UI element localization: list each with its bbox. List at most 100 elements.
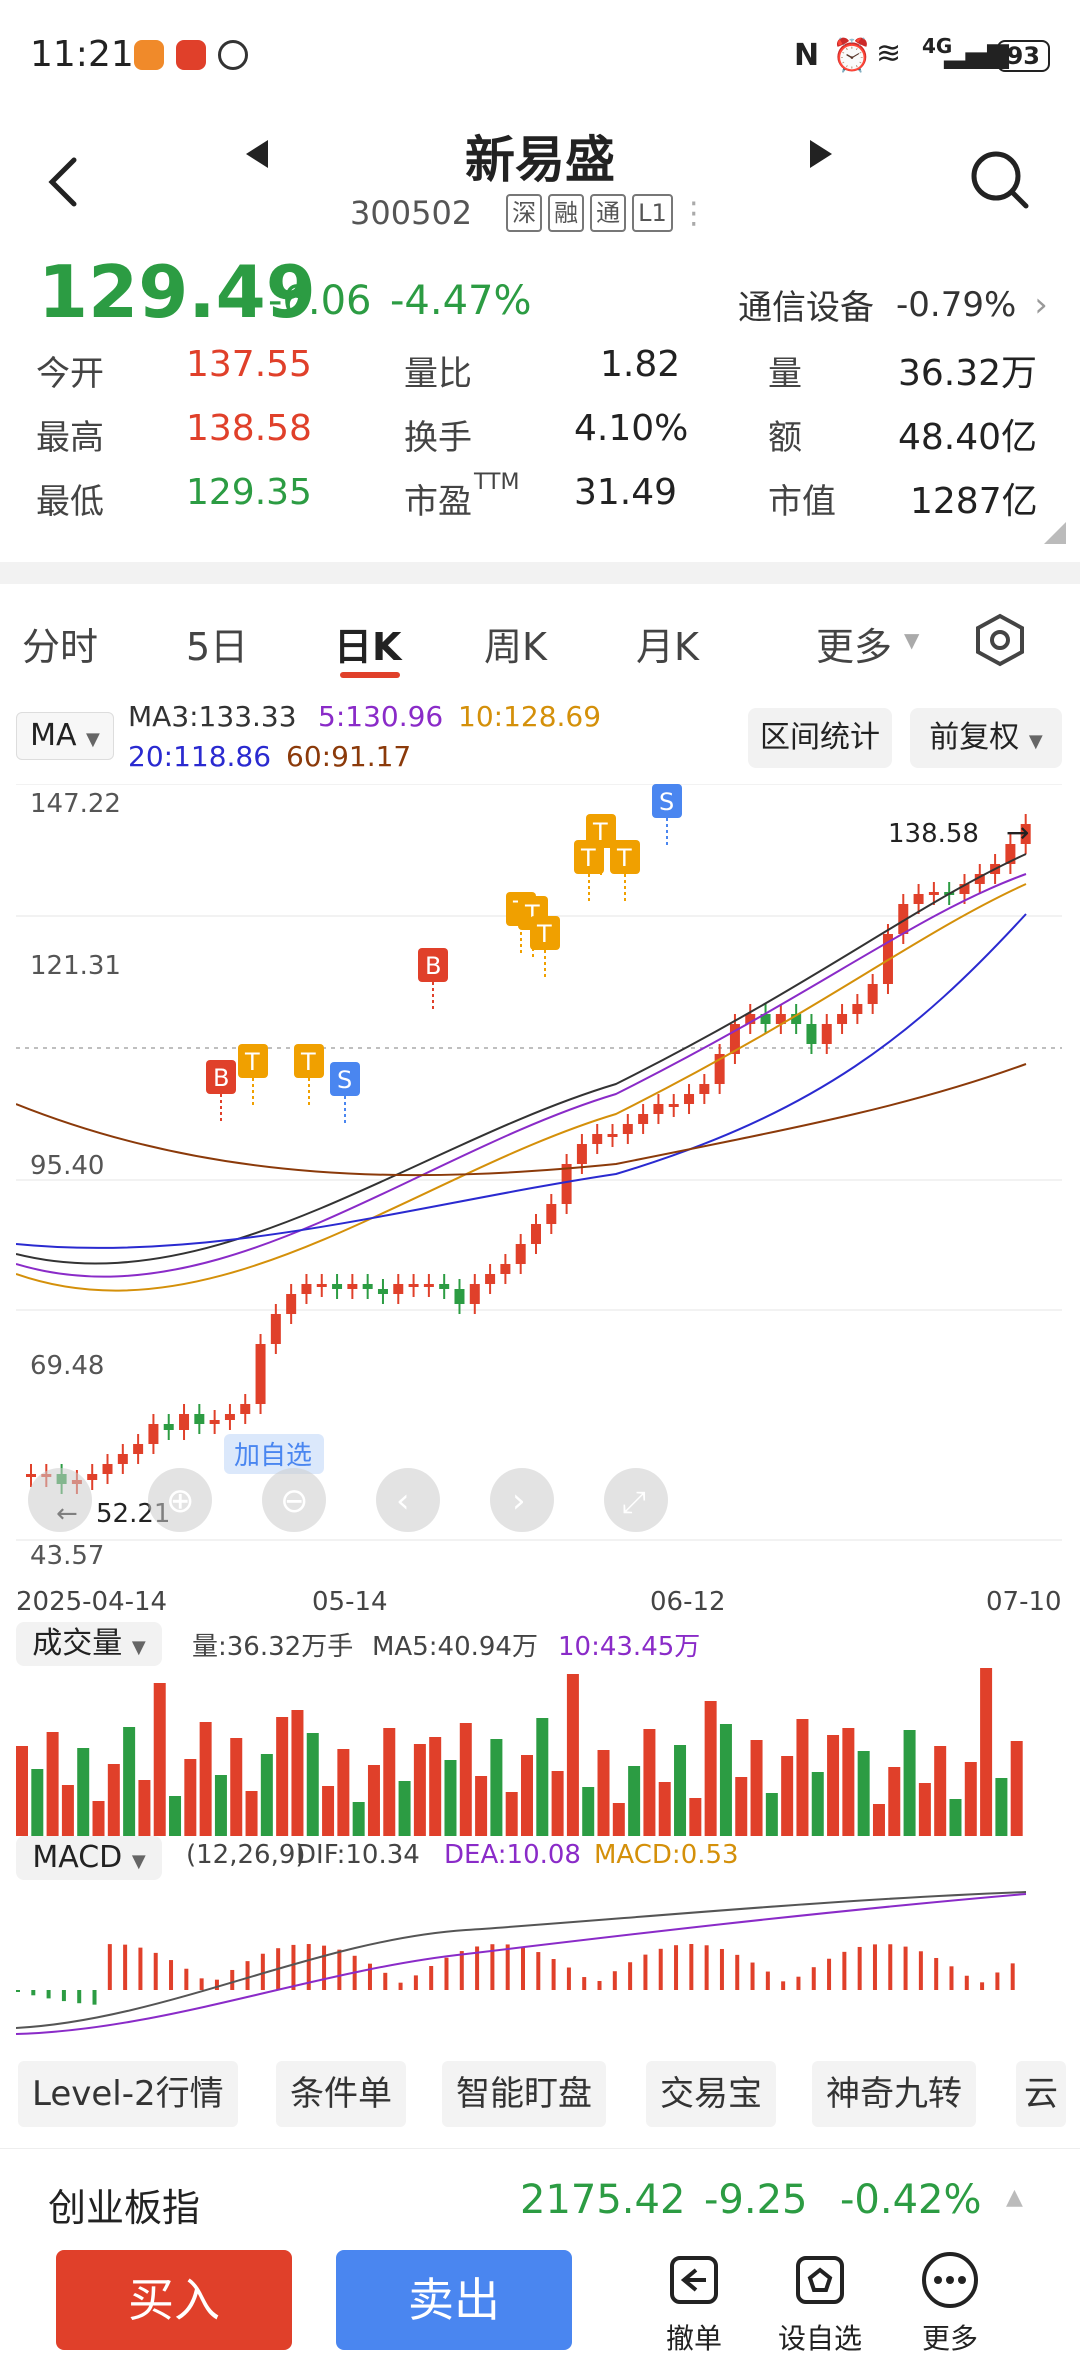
sell-button[interactable]: 卖出 [336, 2250, 572, 2350]
ma-selector[interactable]: MA ▼ [16, 712, 114, 760]
more-button[interactable]: 更多 [900, 2250, 1000, 2357]
candle [87, 1474, 98, 1480]
tab-5day[interactable]: 5日 [186, 625, 249, 669]
chip-cloud[interactable]: 云 [1016, 2061, 1066, 2127]
y-label-3: 95.40 [30, 1151, 104, 1181]
adjust-button[interactable]: 前复权 ▼ [910, 708, 1062, 768]
ma5-value: 5:130.96 [318, 700, 444, 733]
macd-bar [903, 1946, 908, 1990]
volume-bar [123, 1727, 136, 1836]
amount-value: 48.40亿 [898, 417, 1038, 458]
candle [622, 1124, 633, 1134]
candle [699, 1084, 710, 1094]
revoke-button[interactable]: 撤单 [644, 2250, 744, 2357]
macd-bar [153, 1952, 158, 1990]
next-stock-icon[interactable] [808, 138, 834, 170]
tag-level: L1 [632, 194, 673, 232]
candle [806, 1024, 817, 1044]
fullscreen-glyph: ⤢ [622, 1485, 646, 1520]
macd-bar [337, 1949, 342, 1990]
volume-bar [658, 1782, 671, 1836]
candle [791, 1014, 802, 1024]
tab-more[interactable]: 更多 [816, 625, 893, 669]
ma60-value: 60:91.17 [286, 740, 412, 773]
x-label-2: 05-14 [312, 1587, 388, 1617]
signal-label: T [592, 818, 608, 846]
pan-right-icon[interactable] [490, 1468, 554, 1532]
back-icon[interactable] [44, 152, 84, 212]
macd-bar [811, 1967, 816, 1990]
volume-bar [1010, 1741, 1023, 1836]
industry-link[interactable]: 通信设备 -0.79% › [738, 280, 1048, 329]
volume-bar [842, 1728, 855, 1836]
volume-bar [719, 1724, 732, 1836]
candle [469, 1284, 480, 1304]
adjust-label: 前复权 [929, 720, 1020, 755]
expand-corner-icon[interactable] [1044, 522, 1066, 544]
volume-bar [536, 1718, 549, 1836]
volume-bar [934, 1746, 947, 1836]
macd-bar [566, 1967, 571, 1990]
zoom-in-icon[interactable] [148, 1468, 212, 1532]
search-icon[interactable] [968, 148, 1032, 212]
high-arrow-icon: → [1006, 816, 1029, 849]
tab-intraday[interactable]: 分时 [22, 625, 99, 669]
volume-bar [582, 1787, 595, 1836]
tab-monthly-k[interactable]: 月K [636, 625, 699, 669]
volume-bar [16, 1746, 28, 1836]
index-bar[interactable]: 创业板指 2175.42 -9.25 -0.42% ▲ [0, 2148, 1080, 2249]
chip-level2[interactable]: Level-2行情 [18, 2061, 238, 2127]
settings-hex-icon[interactable] [972, 612, 1028, 668]
candle [485, 1274, 496, 1284]
macd-bar [16, 1990, 20, 1992]
add-watch-badge[interactable] [224, 1434, 324, 1474]
ma3-value: MA3:133.33 [128, 700, 297, 733]
zoom-out-icon[interactable] [262, 1468, 326, 1532]
macd-selector[interactable]: MACD ▼ [16, 1836, 162, 1880]
ma60-line [16, 1063, 1027, 1177]
volume-bar [903, 1730, 916, 1836]
volume-bar [980, 1668, 993, 1836]
more-dots-icon[interactable]: ⋮ [678, 195, 709, 231]
volume-selector[interactable]: 成交量 ▼ [16, 1622, 162, 1666]
macd-dif: DIF:10.34 [296, 1840, 420, 1870]
zoom-fit-icon[interactable] [28, 1468, 92, 1532]
chip-condition-order[interactable]: 条件单 [276, 2061, 406, 2127]
add-watch-icon [796, 2256, 844, 2304]
macd-bars [16, 1944, 1015, 2005]
macd-bar [628, 1962, 633, 1990]
candle [102, 1464, 113, 1474]
interval-stats-button[interactable]: 区间统计 [748, 708, 892, 768]
buy-button[interactable]: 买入 [56, 2250, 292, 2350]
macd-bar [260, 1953, 265, 1990]
add-watch-button[interactable]: 设自选 [770, 2250, 870, 2357]
alarm-icon: ⏰ [832, 36, 872, 74]
chip-trade-treasure[interactable]: 交易宝 [646, 2061, 776, 2127]
last-price: 129.49 [38, 250, 316, 334]
volume-bar [628, 1766, 641, 1836]
volume-bar [260, 1754, 273, 1836]
prev-stock-icon[interactable] [244, 138, 270, 170]
pan-left-icon[interactable] [376, 1468, 440, 1532]
tab-daily-k[interactable]: 日K [334, 625, 402, 669]
tab-weekly-k[interactable]: 周K [484, 625, 547, 669]
add-watch-bottom-label: 设自选 [777, 2322, 862, 2355]
volume-chart [16, 1668, 1023, 1836]
macd-bar [689, 1944, 694, 1990]
volume-bar [566, 1674, 579, 1836]
chip-smart-watch[interactable]: 智能盯盘 [442, 2061, 606, 2127]
ma-lines [16, 853, 1027, 1292]
candle [576, 1144, 587, 1164]
macd-selector-label: MACD [32, 1840, 123, 1875]
volume-bar [322, 1786, 335, 1836]
signal-badge [418, 948, 448, 982]
kline-chart[interactable]: BTTSBTTTTTTS 147.22 121.31 95.40 69.48 4… [16, 784, 1062, 1624]
macd-bar [842, 1951, 847, 1990]
macd-bar [674, 1945, 679, 1990]
candle [240, 1404, 251, 1414]
chip-magic-nine[interactable]: 神奇九转 [812, 2061, 976, 2127]
macd-bar [918, 1951, 923, 1990]
signal-badge [530, 916, 560, 950]
caret-up-icon[interactable]: ▲ [1006, 2185, 1023, 2210]
fullscreen-icon[interactable] [604, 1468, 668, 1532]
